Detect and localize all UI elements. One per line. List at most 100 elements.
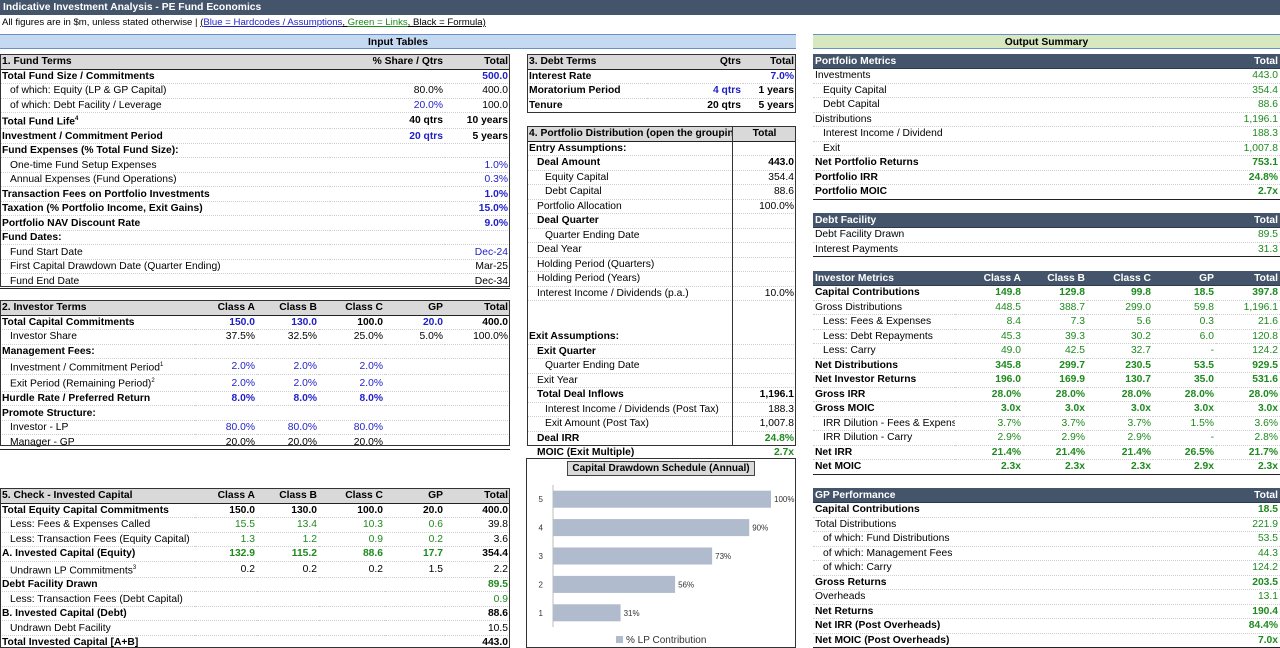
row-label[interactable]: Undrawn Debt Facility [0,620,195,636]
row-label[interactable]: Gross IRR [813,387,955,402]
cell[interactable]: 21.4% [955,445,1023,460]
cell[interactable]: 0.3 [1153,314,1216,330]
cell[interactable]: 3.6% [1216,416,1280,431]
cell[interactable]: 2.3x [955,459,1023,475]
cell[interactable]: 1.5 [385,561,445,578]
cell[interactable]: 5.0% [385,329,445,345]
cell[interactable]: 400.0 [445,315,510,330]
cell[interactable]: 354.4 [733,170,796,185]
cell[interactable]: 8.0% [257,391,319,407]
cell[interactable]: 3.0x [1023,401,1087,417]
row-label[interactable]: Total Equity Capital Commitments [0,503,195,518]
row-label[interactable]: Deal Year [527,242,733,258]
cell[interactable] [330,244,445,260]
cell[interactable] [385,374,445,392]
cell[interactable]: 28.0% [1087,387,1153,402]
cell[interactable]: 0.6 [385,517,445,533]
cell[interactable] [385,420,445,436]
cell[interactable] [445,434,510,450]
row-label[interactable]: Portfolio MOIC [813,184,1153,200]
row-label[interactable]: Distributions [813,112,1153,127]
cell[interactable]: 15.0% [445,201,510,217]
cell[interactable]: 132.9 [195,546,257,562]
row-label[interactable]: Net IRR [813,445,955,460]
cell[interactable] [319,577,385,593]
cell[interactable] [330,215,445,231]
cell[interactable]: 9.0% [445,215,510,231]
row-label[interactable]: Net MOIC [813,459,955,475]
row-label[interactable]: of which: Management Fees [813,546,1153,561]
cell[interactable]: 28.0% [1216,387,1280,402]
row-label[interactable]: of which: Fund Distributions [813,531,1153,547]
cell[interactable]: 2.0% [319,358,385,376]
cell[interactable] [733,315,796,330]
cell[interactable]: 443.0 [733,155,796,171]
row-label[interactable]: Overheads [813,589,1153,605]
row-label[interactable]: Debt Capital [813,97,1153,113]
cell[interactable]: Dec-24 [445,244,510,260]
cell[interactable]: 20.0% [330,98,445,113]
row-label[interactable]: Investment / Commitment Period1 [0,358,195,376]
row-label[interactable]: Quarter Ending Date [527,228,733,243]
row-label[interactable]: Equity Capital [813,83,1153,98]
cell[interactable]: 8.0% [319,391,385,407]
cell[interactable]: 25.0% [319,329,385,345]
row-label[interactable]: Management Fees: [0,344,195,359]
cell[interactable] [445,358,510,376]
cell[interactable]: - [1153,430,1216,446]
cell[interactable]: 124.2 [1153,560,1280,576]
cell[interactable] [195,635,257,648]
row-label[interactable]: Net Distributions [813,358,955,373]
cell[interactable]: 354.4 [445,546,510,562]
cell[interactable] [385,344,445,359]
row-label[interactable]: Investment / Commitment Period [0,128,330,144]
cell[interactable]: 3.6 [445,532,510,547]
row-label[interactable]: Net IRR (Post Overheads) [813,618,1153,634]
cell[interactable]: 299.0 [1087,300,1153,315]
cell[interactable] [647,69,743,84]
cell[interactable]: 26.5% [1153,445,1216,460]
row-label[interactable]: Deal Quarter [527,213,733,229]
cell[interactable]: 80.0% [330,83,445,99]
cell[interactable]: 400.0 [445,503,510,518]
cell[interactable] [330,143,445,159]
cell[interactable] [385,405,445,421]
cell[interactable]: 3.7% [1087,416,1153,431]
cell[interactable]: 190.4 [1153,604,1280,619]
row-label[interactable]: Deal IRR [527,431,733,446]
cell[interactable]: 4 qtrs [647,83,743,99]
cell[interactable] [733,271,796,287]
row-label[interactable]: Exit Amount (Post Tax) [527,416,733,432]
cell[interactable] [385,620,445,636]
row-label[interactable]: Debt Capital [527,184,733,200]
cell[interactable]: 2.0% [257,358,319,376]
cell[interactable] [319,591,385,607]
cell[interactable]: Dec-34 [445,273,510,289]
cell[interactable]: 37.5% [195,329,257,345]
cell[interactable] [257,344,319,359]
cell[interactable]: 17.7 [385,546,445,562]
row-label[interactable]: Less: Debt Repayments [813,329,955,344]
row-label[interactable]: Quarter Ending Date [527,358,733,374]
cell[interactable]: 188.3 [733,402,796,417]
row-label[interactable]: Total Distributions [813,517,1153,532]
cell[interactable] [319,635,385,648]
cell[interactable] [319,405,385,421]
cell[interactable]: 2.8% [1216,430,1280,446]
cell[interactable]: 10.3 [319,517,385,533]
row-label[interactable]: Fund Start Date [0,244,330,260]
cell[interactable]: 2.9% [955,430,1023,446]
cell[interactable]: 2.0% [257,374,319,392]
cell[interactable]: 20.0 [385,503,445,518]
cell[interactable]: 28.0% [1023,387,1087,402]
row-label[interactable]: A. Invested Capital (Equity) [0,546,195,562]
cell[interactable]: 32.5% [257,329,319,345]
cell[interactable]: 10.5 [445,620,510,636]
cell[interactable] [445,143,510,159]
cell[interactable]: 188.3 [1153,126,1280,142]
cell[interactable] [385,591,445,607]
row-label[interactable]: Exit Year [527,373,733,388]
row-label[interactable]: Portfolio IRR [813,170,1153,185]
cell[interactable]: 2.7x [1153,184,1280,200]
row-label[interactable]: Net Returns [813,604,1153,619]
